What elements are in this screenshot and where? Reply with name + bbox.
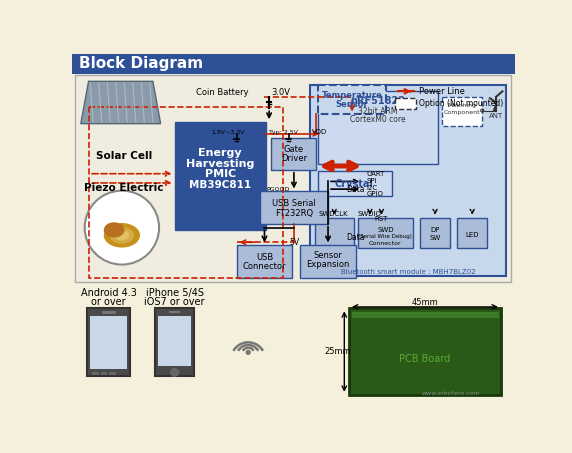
Text: Sensor: Sensor [313, 251, 343, 260]
Bar [300, 246, 356, 278]
Text: SPI: SPI [367, 178, 378, 183]
Text: Energy: Energy [198, 148, 242, 158]
Text: 25mm: 25mm [325, 347, 351, 356]
Bar [101, 371, 107, 376]
Text: I2C: I2C [367, 184, 378, 191]
Bar [260, 192, 328, 224]
Text: Matching: Matching [448, 103, 476, 108]
Text: ANT: ANT [489, 113, 503, 119]
Text: or over: or over [92, 297, 126, 307]
Text: SWD: SWD [377, 227, 394, 233]
Text: 3.0V: 3.0V [272, 88, 291, 97]
Text: FT232RQ: FT232RQ [275, 209, 313, 218]
Text: Android 4.3: Android 4.3 [81, 288, 137, 298]
Bar [318, 92, 438, 164]
Text: UART: UART [367, 171, 385, 177]
Bar [310, 85, 506, 276]
Text: DP: DP [430, 227, 440, 233]
Text: 5V: 5V [289, 238, 299, 247]
Text: Connector: Connector [243, 262, 286, 271]
Bar [109, 371, 116, 376]
Text: iOS7 or over: iOS7 or over [144, 297, 205, 307]
Bar [90, 316, 128, 369]
Text: Gate: Gate [284, 145, 304, 154]
Text: GPIO: GPIO [367, 192, 384, 198]
Text: Option (Not mounted): Option (Not mounted) [419, 99, 503, 108]
Text: Solar Cell: Solar Cell [96, 151, 152, 161]
Text: Block Diagram: Block Diagram [80, 57, 204, 72]
Polygon shape [81, 81, 161, 124]
Bar [72, 54, 515, 73]
Bar [318, 85, 386, 115]
Text: RST: RST [375, 216, 388, 222]
Text: iPhone 5/4S: iPhone 5/4S [146, 288, 204, 298]
Text: PMIC: PMIC [205, 169, 236, 179]
Bar [76, 75, 511, 281]
Bar [315, 217, 353, 248]
Bar [395, 98, 416, 109]
Text: SWDCLK: SWDCLK [319, 211, 348, 217]
Text: Piezo Electric: Piezo Electric [85, 183, 164, 193]
Text: Harvesting: Harvesting [186, 159, 255, 169]
Ellipse shape [105, 223, 124, 237]
Bar [420, 217, 450, 248]
Text: Coin Battery: Coin Battery [196, 88, 249, 97]
Text: Sensor: Sensor [336, 100, 368, 109]
Bar [358, 217, 412, 248]
Bar [442, 96, 482, 126]
Text: USB: USB [256, 253, 273, 262]
Text: Component: Component [444, 110, 480, 115]
Circle shape [85, 191, 159, 265]
Text: Crystal: Crystal [335, 179, 374, 189]
Text: Power Line: Power Line [419, 87, 464, 96]
Ellipse shape [115, 231, 129, 240]
Bar [458, 217, 487, 248]
Text: CortexM0 core: CortexM0 core [350, 115, 406, 124]
Text: (Serial Wire Debug): (Serial Wire Debug) [359, 234, 412, 239]
Text: VDD: VDD [312, 129, 327, 135]
Bar [318, 171, 392, 196]
Text: SWDIO: SWDIO [358, 211, 382, 217]
Bar [237, 246, 292, 278]
Circle shape [170, 369, 178, 376]
Text: Temperature: Temperature [321, 92, 383, 101]
Bar [352, 312, 499, 318]
Ellipse shape [105, 224, 140, 247]
Text: nRF51822: nRF51822 [350, 96, 405, 106]
Text: Bluetooth smart module : MBH7BLZ02: Bluetooth smart module : MBH7BLZ02 [340, 269, 475, 275]
Text: PCB Board: PCB Board [399, 353, 451, 363]
Text: PGOOD: PGOOD [266, 187, 289, 192]
Text: 45mm: 45mm [411, 298, 438, 307]
Text: www.elecfans.com: www.elecfans.com [422, 390, 480, 395]
Bar [155, 308, 194, 376]
Bar [89, 107, 283, 278]
Bar [87, 308, 130, 376]
Text: MB39C811: MB39C811 [189, 180, 251, 190]
Text: Typ: 2.5V: Typ: 2.5V [269, 130, 298, 135]
Bar [272, 138, 316, 170]
Text: 32bit ARM: 32bit ARM [358, 107, 398, 116]
Text: LED: LED [466, 231, 479, 237]
Text: Connector: Connector [369, 241, 402, 246]
Bar [174, 122, 266, 230]
Text: Data: Data [347, 185, 365, 193]
Circle shape [247, 351, 250, 354]
Text: USB Serial: USB Serial [272, 199, 316, 208]
Text: 1.8V~3.3V: 1.8V~3.3V [212, 130, 245, 135]
Text: SW: SW [430, 235, 440, 241]
Bar [93, 371, 98, 376]
Text: Driver: Driver [281, 154, 307, 163]
Text: Expansion: Expansion [307, 260, 349, 269]
Bar [158, 316, 191, 366]
Text: Data: Data [347, 233, 365, 242]
Ellipse shape [110, 227, 133, 243]
Bar [349, 308, 501, 395]
